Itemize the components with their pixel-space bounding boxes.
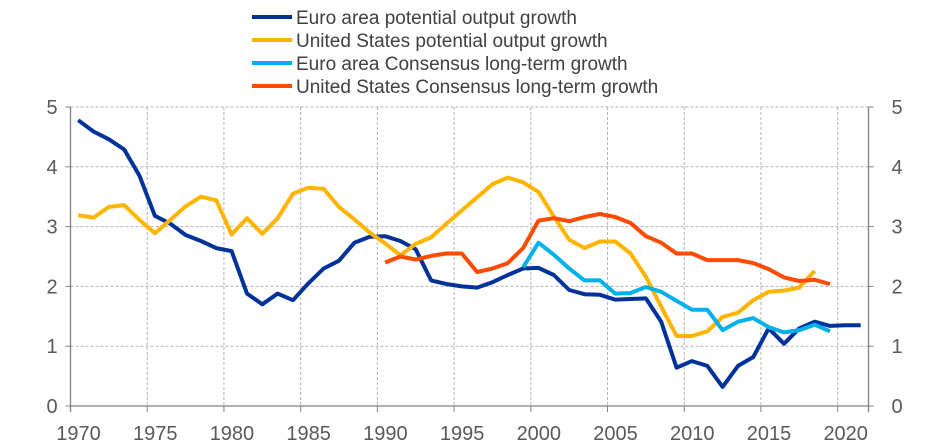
legend-label: United States potential output growth	[296, 31, 608, 52]
x-tick-label: 1995	[440, 423, 485, 443]
y-tick-label: 5	[46, 97, 57, 119]
legend-label: Euro area potential output growth	[296, 8, 577, 29]
x-tick-label: 2005	[593, 423, 638, 443]
x-tick-label: 1990	[363, 423, 408, 443]
series-line-united-states-consensus-long-term-growth	[384, 212, 831, 286]
x-tick-label: 2015	[747, 423, 792, 443]
y-tick-label: 2	[46, 276, 57, 298]
legend-label: Euro area Consensus long-term growth	[296, 54, 628, 75]
y-tick-label: 1	[46, 336, 57, 358]
legend-label: United States Consensus long-term growth	[296, 77, 658, 98]
x-tick-label: 2020	[823, 423, 868, 443]
series-line-united-states-potential-output-growth	[77, 175, 817, 338]
gridlines	[70, 106, 869, 406]
y-tick-label-right: 2	[891, 276, 902, 298]
x-tick-label: 2010	[670, 423, 715, 443]
y-tick-label-right: 1	[891, 336, 902, 358]
y-tick-label: 3	[46, 217, 57, 239]
x-tick-label: 2000	[517, 423, 562, 443]
y-tick-label-right: 0	[891, 396, 902, 418]
x-tick-label: 1975	[133, 423, 178, 443]
x-tick-label: 1980	[210, 423, 255, 443]
legend: Euro area potential output growthUnited …	[252, 8, 658, 98]
y-tick-label-right: 4	[891, 157, 902, 179]
series-lines	[77, 118, 861, 389]
y-tick-label: 0	[46, 396, 57, 418]
series-line-euro-area-potential-output-growth	[77, 118, 861, 389]
series-line-euro-area-consensus-long-term-growth	[521, 240, 831, 335]
x-tick-label: 1970	[56, 423, 101, 443]
y-tick-label: 4	[46, 157, 57, 179]
tick-labels: 0 0 1 1 2 2 3 3 4 4 5 5 1970 1975 1980 1985 1990 1995 2000…	[46, 97, 902, 443]
y-tick-label-right: 3	[891, 217, 902, 239]
legend-item: United States potential output growth	[252, 31, 608, 52]
y-tick-label-right: 5	[891, 97, 902, 119]
legend-item: Euro area Consensus long-term growth	[252, 54, 628, 75]
axes	[65, 106, 874, 412]
legend-item: United States Consensus long-term growth	[252, 77, 658, 98]
x-tick-label: 1985	[286, 423, 331, 443]
legend-item: Euro area potential output growth	[252, 8, 577, 29]
